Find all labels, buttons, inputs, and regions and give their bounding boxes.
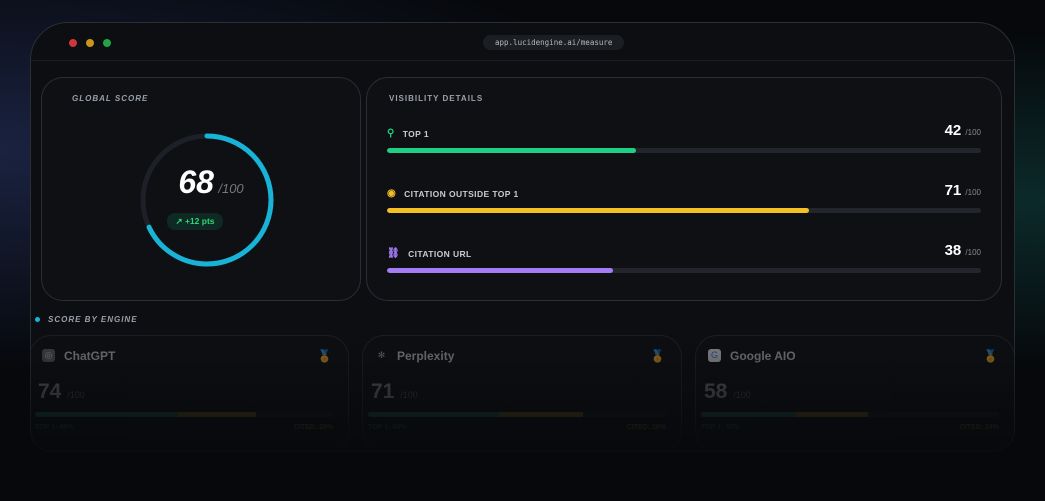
title-bar: app.lucidengine.ai/measure bbox=[31, 23, 1014, 61]
visibility-title: VISIBILITY DETAILS bbox=[389, 94, 484, 103]
medal-icon: 🏅 bbox=[650, 349, 665, 363]
engine-name: ChatGPT bbox=[64, 349, 116, 363]
engine-bar bbox=[35, 412, 333, 417]
medal-icon: 🏅 bbox=[317, 349, 332, 363]
progress-fill bbox=[387, 268, 613, 273]
cited-text: CITED: 28% bbox=[626, 424, 666, 431]
medal-icon: 🏅 bbox=[983, 349, 998, 363]
engine-score: 71 /100 bbox=[371, 380, 418, 404]
top1-segment bbox=[701, 412, 797, 417]
row-label: CITATION URL bbox=[408, 248, 472, 259]
engine-score-value: 58 bbox=[704, 380, 728, 403]
close-dot[interactable] bbox=[69, 39, 77, 47]
score-max: /100 bbox=[218, 181, 244, 196]
eye-icon: ◉ bbox=[387, 188, 397, 199]
link-icon: ⛓ bbox=[387, 248, 401, 259]
engine-card[interactable]: ✻ Perplexity 🏅 71 /100 TOP 1: 44% CITED: … bbox=[362, 335, 682, 451]
minimize-dot[interactable] bbox=[86, 39, 94, 47]
engine-name: Perplexity bbox=[397, 349, 455, 363]
top1-text: TOP 1: 44% bbox=[368, 424, 407, 431]
engine-card[interactable]: ◎ ChatGPT 🏅 74 /100 TOP 1: 48% CITED: 26% bbox=[31, 335, 349, 451]
engine-score-value: 71 bbox=[371, 380, 395, 403]
cited-text: CITED: 26% bbox=[293, 424, 333, 431]
visibility-row: ◉ CITATION OUTSIDE TOP 1 71 /100 bbox=[387, 182, 981, 213]
progress-fill bbox=[387, 148, 637, 153]
score-ring bbox=[140, 133, 274, 267]
engine-card[interactable]: G Google AIO 🏅 58 /100 TOP 1: 32% CITED: … bbox=[695, 335, 1014, 451]
progress-fill bbox=[387, 208, 809, 213]
score-number: 68 bbox=[178, 164, 214, 200]
visibility-row: ⚲ TOP 1 42 /100 bbox=[387, 122, 981, 153]
engine-score-max: /100 bbox=[400, 390, 418, 400]
engines-title: SCORE BY ENGINE bbox=[48, 315, 138, 324]
engine-score-max: /100 bbox=[733, 390, 751, 400]
cited-segment bbox=[499, 412, 583, 417]
engine-bar bbox=[701, 412, 999, 417]
engine-score-value: 74 bbox=[38, 380, 62, 403]
engine-logo-icon: ✻ bbox=[377, 350, 386, 360]
cited-segment bbox=[178, 412, 256, 417]
row-label: TOP 1 bbox=[402, 128, 429, 139]
engine-score-max: /100 bbox=[67, 390, 85, 400]
progress-track bbox=[387, 268, 981, 273]
engines-header: SCORE BY ENGINE bbox=[35, 315, 138, 324]
delta-text: +12 pts bbox=[184, 216, 215, 226]
cited-segment bbox=[796, 412, 868, 417]
browser-window: app.lucidengine.ai/measure GLOBAL SCORE … bbox=[30, 22, 1015, 452]
top1-segment bbox=[368, 412, 500, 417]
top1-segment bbox=[35, 412, 179, 417]
url-bar[interactable]: app.lucidengine.ai/measure bbox=[483, 35, 625, 50]
engine-bar bbox=[368, 412, 666, 417]
engine-score: 74 /100 bbox=[38, 380, 85, 404]
progress-track bbox=[387, 208, 981, 213]
engine-logo-icon: G bbox=[708, 349, 721, 362]
top1-text: TOP 1: 32% bbox=[701, 424, 740, 431]
row-max: /100 bbox=[965, 248, 981, 257]
visibility-details-card: VISIBILITY DETAILS ⚲ TOP 1 42 /100 ◉ CITAT… bbox=[366, 77, 1002, 301]
row-max: /100 bbox=[965, 188, 981, 197]
engine-name: Google AIO bbox=[730, 349, 796, 363]
bullet-icon bbox=[35, 317, 40, 322]
top1-text: TOP 1: 48% bbox=[35, 424, 74, 431]
progress-track bbox=[387, 148, 981, 153]
award-icon: ⚲ bbox=[387, 128, 395, 139]
cited-text: CITED: 24% bbox=[959, 424, 999, 431]
global-score-title: GLOBAL SCORE bbox=[72, 94, 149, 103]
maximize-dot[interactable] bbox=[103, 39, 111, 47]
row-label: CITATION OUTSIDE TOP 1 bbox=[404, 188, 519, 199]
score-value: 68 /100 bbox=[52, 164, 370, 201]
global-score-card: GLOBAL SCORE 68 /100 ↗ +12 pts bbox=[41, 77, 361, 301]
score-ring-fill bbox=[140, 133, 274, 267]
row-max: /100 bbox=[965, 128, 981, 137]
row-value: 38 bbox=[944, 242, 962, 259]
row-value: 42 bbox=[944, 122, 962, 139]
delta-badge: ↗ +12 pts bbox=[167, 213, 223, 230]
engine-score: 58 /100 bbox=[704, 380, 751, 404]
row-value: 71 bbox=[944, 182, 962, 199]
visibility-row: ⛓ CITATION URL 38 /100 bbox=[387, 242, 981, 273]
engine-logo-icon: ◎ bbox=[42, 349, 55, 362]
